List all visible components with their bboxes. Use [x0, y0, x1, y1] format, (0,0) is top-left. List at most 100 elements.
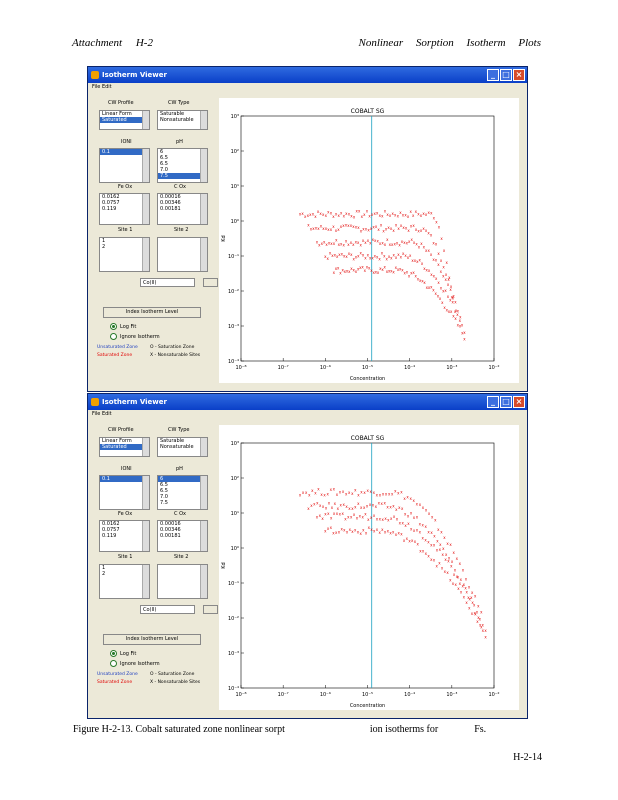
data-point-marker: x — [423, 245, 426, 250]
list-item[interactable]: 6.5 — [160, 155, 168, 161]
fe-ox-list[interactable]: 0.0162 0.0757 0.119 — [99, 193, 150, 225]
menu-bar[interactable]: File Edit — [92, 84, 112, 90]
data-point-marker: x — [355, 269, 358, 274]
site2-list[interactable] — [157, 564, 208, 599]
list-item[interactable]: 0.00181 — [160, 206, 181, 212]
cw-type-list[interactable]: Saturable Nonsaturable — [157, 110, 208, 130]
list-item[interactable]: 6 — [160, 149, 164, 155]
list-item[interactable]: 7.5 — [158, 173, 207, 179]
data-point-marker: x — [423, 280, 426, 285]
scrollbar[interactable] — [142, 111, 149, 129]
data-point-marker: x — [412, 223, 415, 228]
list-item[interactable]: 0.1 — [100, 149, 149, 155]
cw-type-list[interactable]: Saturable Nonsaturable — [157, 437, 208, 457]
list-item[interactable]: Saturable — [160, 111, 185, 117]
list-item[interactable]: 0.0162 — [102, 521, 120, 527]
scrollbar[interactable] — [200, 565, 207, 598]
list-item[interactable]: 0.00346 — [160, 200, 181, 206]
minimize-icon[interactable]: _ — [487, 69, 499, 81]
scrollbar[interactable] — [142, 149, 149, 182]
ioni-list[interactable]: 0.1 — [99, 148, 150, 183]
list-item[interactable]: Saturated — [100, 117, 149, 123]
list-item[interactable]: 0.1 — [100, 476, 149, 482]
data-point-marker: x — [480, 625, 483, 630]
list-item[interactable]: 7.5 — [160, 500, 168, 506]
list-item[interactable]: 0.00016 — [160, 521, 181, 527]
list-item[interactable]: 0.0757 — [102, 527, 120, 533]
title-bar: Isotherm Viewer _ □ × — [88, 67, 527, 83]
menu-bar[interactable]: File Edit — [92, 411, 112, 417]
ph-list[interactable]: 6 6.5 6.5 7.0 7.5 — [157, 148, 208, 183]
list-item[interactable]: 0.00346 — [160, 527, 181, 533]
y-axis-label: Kd — [221, 562, 227, 568]
scrollbar[interactable] — [200, 238, 207, 271]
scrollbar[interactable] — [200, 111, 207, 129]
ioni-list[interactable]: 0.1 — [99, 475, 150, 510]
list-item[interactable]: 2 — [102, 571, 106, 577]
list-item[interactable]: Saturated — [100, 444, 149, 450]
generate-button[interactable]: Index Isotherm Level — [103, 634, 201, 645]
list-item[interactable]: 0.00016 — [160, 194, 181, 200]
ignore-isotherm-radio[interactable]: Ignore Isotherm — [110, 660, 160, 668]
data-point-marker: x — [381, 251, 384, 256]
list-item[interactable]: 0.0757 — [102, 200, 120, 206]
c-ox-list[interactable]: 0.00016 0.00346 0.00181 — [157, 193, 208, 225]
list-item[interactable]: 7.0 — [160, 167, 168, 173]
list-item[interactable]: Linear Form — [102, 111, 132, 117]
fe-ox-list[interactable]: 0.0162 0.0757 0.119 — [99, 520, 150, 552]
list-item[interactable]: 6.5 — [160, 488, 168, 494]
list-item[interactable]: 0.119 — [102, 206, 117, 212]
scrollbar[interactable] — [200, 149, 207, 182]
data-point-marker: x — [374, 253, 377, 258]
list-item[interactable]: 2 — [102, 244, 106, 250]
scrollbar[interactable] — [142, 238, 149, 271]
scrollbar[interactable] — [200, 194, 207, 224]
list-item[interactable]: 6.5 — [160, 161, 168, 167]
c-ox-list[interactable]: 0.00016 0.00346 0.00181 — [157, 520, 208, 552]
minimize-icon[interactable]: _ — [487, 396, 499, 408]
ignore-isotherm-radio[interactable]: Ignore Isotherm — [110, 333, 160, 341]
close-icon[interactable]: × — [513, 69, 525, 81]
list-item[interactable]: 1 — [102, 565, 106, 571]
list-item[interactable]: 0.119 — [102, 533, 117, 539]
scrollbar[interactable] — [200, 438, 207, 456]
apply-button[interactable] — [203, 278, 218, 287]
close-icon[interactable]: × — [513, 396, 525, 408]
site2-list[interactable] — [157, 237, 208, 272]
log-fit-radio[interactable]: Log Fit — [110, 650, 136, 658]
scrollbar[interactable] — [200, 521, 207, 551]
list-item[interactable]: Nonsaturable — [160, 444, 194, 450]
scrollbar[interactable] — [142, 438, 149, 456]
element-select[interactable]: Co(II) — [140, 605, 195, 614]
scrollbar[interactable] — [200, 476, 207, 509]
scrollbar[interactable] — [142, 565, 149, 598]
log-fit-radio[interactable]: Log Fit — [110, 323, 136, 331]
data-point-marker: x — [371, 212, 374, 217]
cw-profile-list[interactable]: Linear Form Saturated — [99, 437, 150, 457]
ph-list[interactable]: 6 6.5 6.5 7.0 7.5 — [157, 475, 208, 510]
list-item[interactable]: 1 — [102, 238, 106, 244]
scrollbar[interactable] — [142, 194, 149, 224]
data-point-marker: x — [468, 605, 471, 610]
element-select[interactable]: Co(II) — [140, 278, 195, 287]
data-point-marker: x — [384, 265, 387, 270]
cw-profile-list[interactable]: Linear Form Saturated — [99, 110, 150, 130]
scrollbar[interactable] — [142, 521, 149, 551]
list-item[interactable]: 6 — [158, 476, 207, 482]
data-point-marker: x — [299, 493, 302, 498]
data-point-marker: x — [396, 516, 399, 521]
list-item[interactable]: 0.0162 — [102, 194, 120, 200]
generate-button[interactable]: Index Isotherm Level — [103, 307, 201, 318]
scrollbar[interactable] — [142, 476, 149, 509]
list-item[interactable]: 7.0 — [160, 494, 168, 500]
list-item[interactable]: 0.00181 — [160, 533, 181, 539]
apply-button[interactable] — [203, 605, 218, 614]
list-item[interactable]: Saturable — [160, 438, 185, 444]
list-item[interactable]: Linear Form — [102, 438, 132, 444]
maximize-icon[interactable]: □ — [500, 396, 512, 408]
maximize-icon[interactable]: □ — [500, 69, 512, 81]
list-item[interactable]: 6.5 — [160, 482, 168, 488]
list-item[interactable]: Nonsaturable — [160, 117, 194, 123]
